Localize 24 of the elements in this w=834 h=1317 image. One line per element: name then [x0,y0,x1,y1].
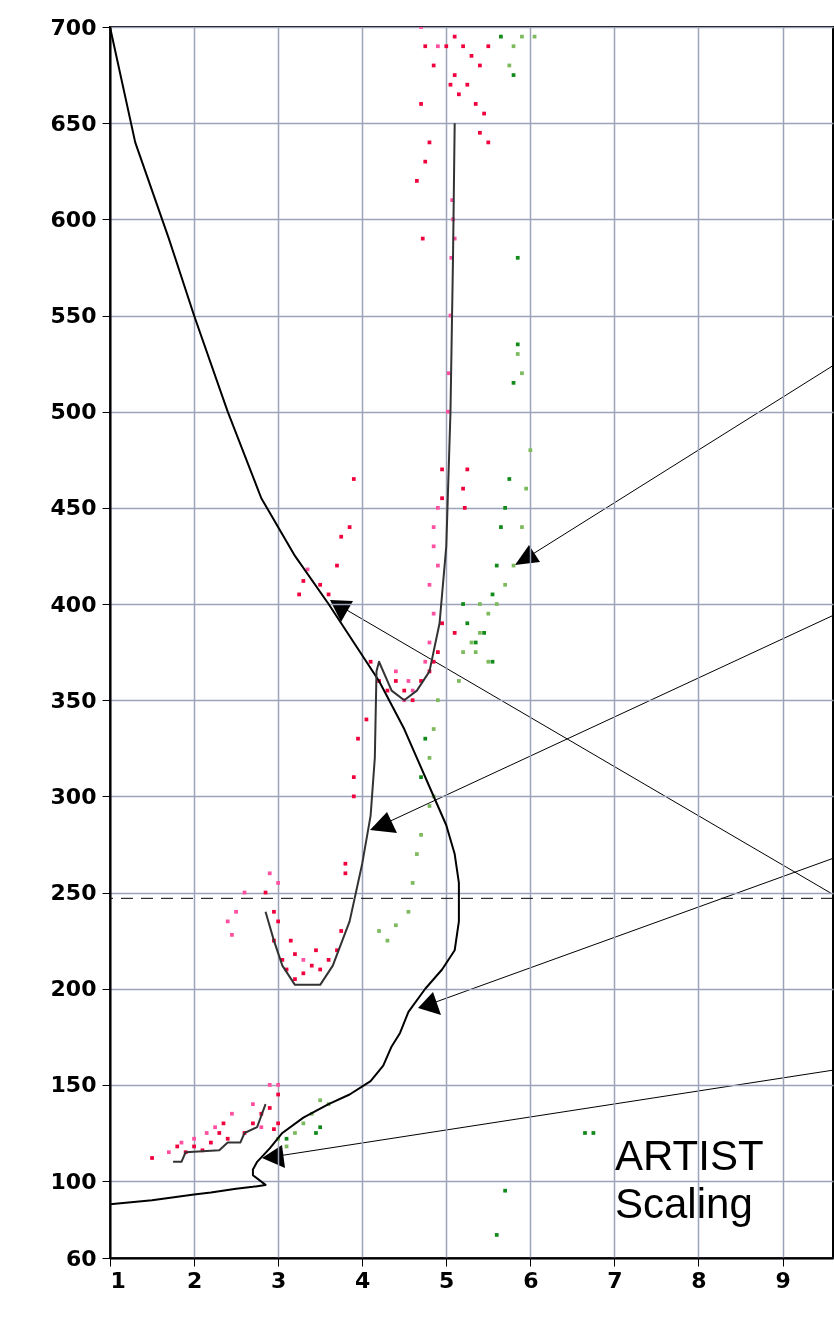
y-tick-label: 700 [50,14,97,40]
y-tick-label: 250 [50,880,97,906]
y-tick-label: 600 [50,206,97,232]
x-tick-label: 8 [691,1267,707,1293]
y-tick-label: 200 [50,976,97,1002]
x-tick-label: 4 [355,1267,371,1293]
annotation: ARTIST Scaling [615,1132,764,1227]
x-tick-label: 1 [110,1267,126,1293]
x-tick-label: 2 [186,1267,203,1293]
y-tick-label: 500 [50,399,97,425]
y-tick-label: 60 [65,1245,97,1271]
x-tick-label: 7 [607,1267,623,1293]
x-tick-label: 5 [439,1267,455,1293]
y-tick-label: 550 [50,303,97,329]
y-tick-label: 350 [50,687,97,713]
x-tick-label: 6 [523,1267,539,1293]
y-tick-label: 650 [50,110,97,136]
y-tick-label: 300 [50,783,97,809]
y-tick-label: 150 [50,1072,97,1098]
x-tick-label: 3 [270,1267,287,1293]
y-tick-label: 400 [50,591,97,617]
y-tick-label: 100 [50,1168,97,1194]
x-tick-label: 9 [775,1267,791,1293]
y-tick-label: 450 [50,495,97,521]
